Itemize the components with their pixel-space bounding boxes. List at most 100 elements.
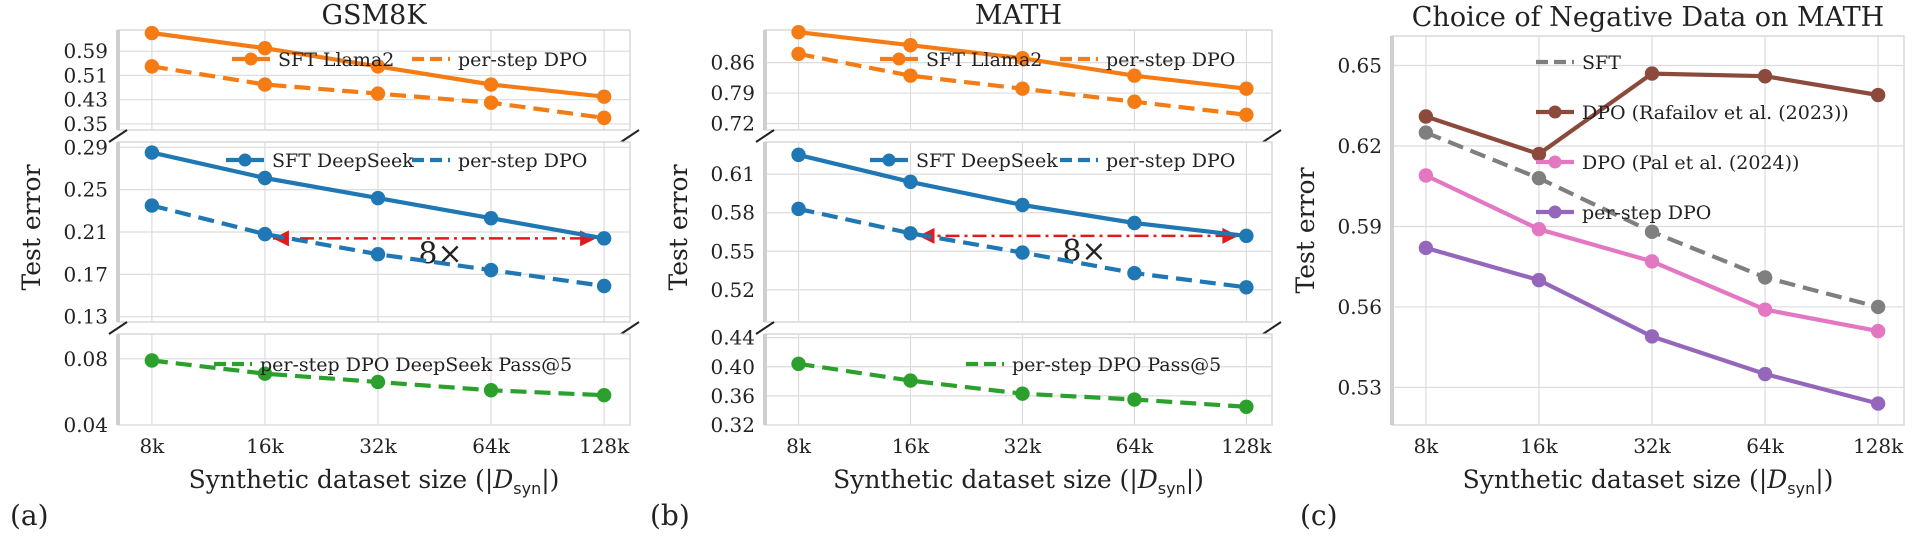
panel-a-axis-break-0-0 bbox=[108, 129, 128, 143]
panel-b-sub1-legend-sft-deepseek-label: SFT DeepSeek bbox=[916, 150, 1058, 172]
panel-c-legend-dpo-rafailov-et-al-2023-marker bbox=[1548, 105, 1562, 119]
panel-a-y-tick-0-0: 0.35 bbox=[63, 112, 108, 136]
panel-b-plot-area-2 bbox=[764, 333, 1273, 426]
panel-c-dpo-rafailov-et-al-2023-point-0 bbox=[1418, 109, 1434, 124]
panel-a-sub0-sft-llama2-point-4 bbox=[596, 89, 612, 104]
panel-a-x-tick-32k: 32k bbox=[359, 434, 397, 458]
panel-c-legend-dpo-rafailov-et-al-2023-label: DPO (Rafailov et al. (2023)) bbox=[1582, 102, 1849, 124]
panel-a-y-tick-2-0: 0.04 bbox=[63, 413, 108, 437]
panel-a-y-tick-1-4: 0.29 bbox=[63, 135, 108, 159]
panel-b-sub0-sft-llama2-point-0 bbox=[791, 24, 806, 40]
panel-a-sub1-sft-deepseek-point-3 bbox=[483, 211, 499, 226]
panel-a-y-tick-1-2: 0.21 bbox=[63, 220, 108, 244]
panel-c-y-tick-0: 0.53 bbox=[1337, 375, 1382, 399]
panel-b-sub0-per-step-dpo-point-3 bbox=[1127, 94, 1142, 109]
panel-b-sub1-per-step-dpo-point-0 bbox=[791, 201, 806, 217]
panel-a-sub1-per-step-dpo-point-2 bbox=[370, 247, 386, 262]
panel-c-dpo-pal-et-al-2024-point-4 bbox=[1870, 323, 1886, 339]
panel-a-sub1-per-step-dpo-point-1 bbox=[257, 226, 273, 242]
panel-b-sub2-per-step-dpo-pass-5-point-2 bbox=[1015, 386, 1030, 401]
panel-b-sub0-per-step-dpo-point-4 bbox=[1239, 107, 1254, 122]
panel-b-axis-break-1-1 bbox=[1262, 321, 1282, 335]
panel-c-dpo-pal-et-al-2024-point-3 bbox=[1757, 302, 1773, 317]
panel-a-sub1-legend-sft-deepseek-label: SFT DeepSeek bbox=[272, 150, 414, 172]
panel-b-sub0-per-step-dpo-point-0 bbox=[791, 46, 806, 62]
panel-a-x-tick-8k: 8k bbox=[139, 434, 165, 458]
panel-c-legend-sft-label: SFT bbox=[1582, 52, 1621, 74]
panel-a-sub1-sft-deepseek-point-0 bbox=[144, 145, 160, 160]
panel-a-sub1-legend-sft-deepseek-marker bbox=[238, 153, 252, 167]
panel-b-axis-break-0-0 bbox=[755, 129, 775, 143]
panel-b-sub0-sft-llama2-point-3 bbox=[1127, 68, 1142, 83]
panel-c-legend-per-step-dpo-marker bbox=[1548, 205, 1562, 219]
panel-b-sub1-per-step-dpo-point-4 bbox=[1239, 280, 1254, 295]
panel-b-y-tick-2-3: 0.44 bbox=[710, 326, 755, 350]
panel-a-sub0-sft-llama2-point-3 bbox=[483, 77, 499, 92]
panel-a-sub0-legend-sft-llama2-label: SFT Llama2 bbox=[278, 49, 394, 71]
panel-a-y-tick-0-2: 0.51 bbox=[63, 63, 108, 87]
panel-b-sub1-sft-deepseek-point-1 bbox=[903, 174, 918, 190]
panel-c-per-step-dpo-point-3 bbox=[1757, 366, 1773, 382]
panel-a-sub1-sft-deepseek-point-1 bbox=[257, 170, 273, 186]
panel-b-title: MATH bbox=[975, 0, 1062, 31]
panel-c-dpo-rafailov-et-al-2023-point-1 bbox=[1531, 146, 1547, 162]
panel-a-sub2-legend-per-step-dpo-deepseek-pass-5-label: per-step DPO DeepSeek Pass@5 bbox=[260, 354, 572, 376]
panel-b-y-tick-1-3: 0.61 bbox=[710, 162, 755, 186]
panel-b-sub1-sft-deepseek-point-4 bbox=[1239, 228, 1254, 244]
panel-b-sub0-sft-llama2-point-4 bbox=[1239, 81, 1254, 96]
panel-a-axis-break-0-1 bbox=[620, 129, 640, 143]
panel-b-y-tick-0-0: 0.72 bbox=[710, 111, 755, 135]
panel-b-x-tick-16k: 16k bbox=[892, 434, 930, 458]
panel-a-sub0-per-step-dpo-point-2 bbox=[370, 86, 386, 101]
panel-c-dpo-pal-et-al-2024-point-2 bbox=[1644, 254, 1660, 269]
panel-c-sft-point-2 bbox=[1644, 224, 1660, 240]
panel-b-axis-break-1-0 bbox=[755, 321, 775, 335]
panel-b-x-label: Synthetic dataset size (|Dsyn|) bbox=[833, 465, 1204, 498]
panel-b-label: (b) bbox=[650, 499, 690, 532]
panel-b-sub2-legend-per-step-dpo-pass-5-label: per-step DPO Pass@5 bbox=[1012, 354, 1221, 376]
panel-c-dpo-pal-et-al-2024-point-1 bbox=[1531, 221, 1547, 237]
panel-a-sub1-per-step-dpo-point-0 bbox=[144, 198, 160, 213]
panel-a-sub0-per-step-dpo-point-3 bbox=[483, 95, 499, 110]
panel-b-x-tick-8k: 8k bbox=[786, 434, 812, 458]
panel-b-y-tick-1-2: 0.58 bbox=[710, 201, 755, 225]
panel-c-y-tick-2: 0.59 bbox=[1337, 214, 1382, 238]
panel-a-y-tick-1-3: 0.25 bbox=[63, 178, 108, 202]
panel-b-sub1-per-step-dpo-point-1 bbox=[903, 226, 918, 241]
panel-b-sub1-legend-per-step-dpo-label: per-step DPO bbox=[1106, 150, 1235, 172]
panel-b-y-tick-1-0: 0.52 bbox=[710, 278, 755, 302]
panel-b-sub0-per-step-dpo-point-2 bbox=[1015, 81, 1030, 96]
panel-a-sub0-per-step-dpo-point-4 bbox=[596, 110, 612, 126]
panel-a-x-tick-16k: 16k bbox=[246, 434, 284, 458]
panel-a-label: (a) bbox=[10, 499, 49, 532]
panel-a-plot-area-0 bbox=[117, 29, 631, 131]
panel-a-sub0-per-step-dpo-point-0 bbox=[144, 59, 160, 74]
panel-a-sub2-per-step-dpo-deepseek-pass-5-point-2 bbox=[370, 374, 386, 390]
panel-a-sub0-sft-llama2-point-2 bbox=[370, 59, 386, 74]
panel-b-sub1-sft-deepseek-point-2 bbox=[1015, 197, 1030, 213]
panel-a-sub1-per-step-dpo-point-4 bbox=[596, 278, 612, 294]
panel-a-y-tick-0-1: 0.43 bbox=[63, 88, 108, 112]
panel-c-sft-point-1 bbox=[1531, 170, 1547, 186]
panel-a-x-tick-64k: 64k bbox=[472, 434, 510, 458]
panel-b-sub0-legend-per-step-dpo-label: per-step DPO bbox=[1106, 49, 1235, 71]
panel-b-y-tick-2-0: 0.32 bbox=[710, 413, 755, 437]
panel-b-sub2-per-step-dpo-pass-5-point-4 bbox=[1239, 399, 1254, 414]
panel-c-legend-dpo-pal-et-al-2024-marker bbox=[1548, 155, 1562, 169]
panel-b-plot-area-0 bbox=[764, 29, 1273, 131]
panel-c-x-tick-32k: 32k bbox=[1633, 434, 1671, 458]
panel-c-sft-point-4 bbox=[1870, 299, 1886, 315]
panel-b-axis-break-0-1 bbox=[1262, 129, 1282, 143]
panel-a-axis-break-1-1 bbox=[620, 321, 640, 335]
panel-a-sub0-sft-llama2-point-1 bbox=[257, 40, 273, 56]
panel-b: MATH (b) Test error 0.72 0.79 0.86 SFT Llama2 p… bbox=[650, 0, 1282, 532]
panel-c-title: Choice of Negative Data on MATH bbox=[1412, 2, 1884, 33]
panel-b-y-tick-2-2: 0.40 bbox=[710, 355, 755, 379]
panel-b-sub0-sft-llama2-point-2 bbox=[1015, 51, 1030, 66]
panel-a-x-tick-128k: 128k bbox=[579, 434, 630, 458]
panel-a-y-label: Test error bbox=[17, 164, 46, 290]
panel-b-sub0-legend-sft-llama2-marker bbox=[892, 52, 906, 66]
panel-c-x-tick-8k: 8k bbox=[1413, 434, 1439, 458]
panel-c-dpo-rafailov-et-al-2023-point-2 bbox=[1644, 66, 1660, 81]
panel-b-y-tick-0-1: 0.79 bbox=[710, 81, 755, 105]
